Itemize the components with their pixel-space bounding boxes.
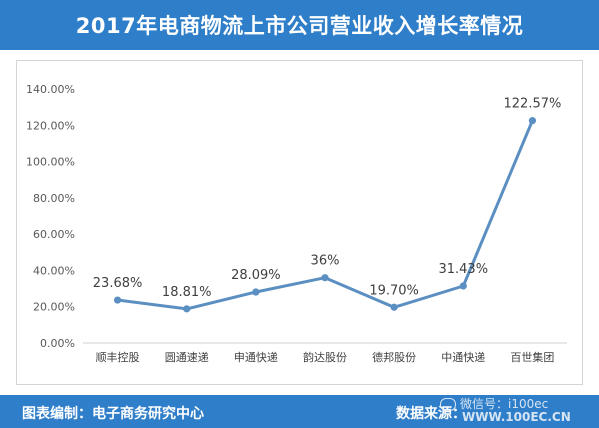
x-tick-label: 韵达股份 <box>303 350 347 364</box>
y-tick-label: 120.00% <box>26 119 75 132</box>
data-label: 23.68% <box>93 276 143 291</box>
data-label: 31.43% <box>438 262 488 277</box>
y-tick-label: 100.00% <box>26 156 75 169</box>
x-tick-label: 圆通速递 <box>165 350 209 364</box>
y-tick-label: 60.00% <box>33 228 75 241</box>
data-label: 19.70% <box>369 283 419 298</box>
data-point <box>321 274 329 282</box>
y-tick-label: 140.00% <box>26 83 75 96</box>
footer-watermark: 微信号：i100ec WWW.100EC.CN <box>440 398 571 424</box>
watermark-wechat-id: 微信号：i100ec <box>460 397 549 411</box>
data-point <box>252 288 260 296</box>
footer-compiler-text: 图表编制：电子商务研究中心 <box>22 406 204 422</box>
x-tick-label: 德邦股份 <box>372 350 416 364</box>
x-tick-label: 百世集团 <box>510 350 554 364</box>
chart-title: 2017年电商物流上市公司营业收入增长率情况 <box>75 14 524 38</box>
data-label: 18.81% <box>162 285 212 300</box>
x-tick-label: 申通快递 <box>234 350 278 364</box>
y-tick-label: 80.00% <box>33 192 75 205</box>
chart-title-bar: 2017年电商物流上市公司营业收入增长率情况 <box>0 0 599 50</box>
y-tick-label: 20.00% <box>33 301 75 314</box>
data-point <box>183 305 191 313</box>
data-label: 28.09% <box>231 268 281 283</box>
data-label: 122.57% <box>504 97 562 112</box>
footer-bar: 图表编制：电子商务研究中心 数据来源： 微信号：i100ec WWW.100EC… <box>0 395 599 428</box>
data-point <box>528 117 537 125</box>
data-point <box>390 303 398 311</box>
watermark-website: WWW.100EC.CN <box>462 410 571 424</box>
wechat-icon <box>440 398 456 411</box>
x-tick-label: 顺丰控股 <box>96 350 140 364</box>
line-chart: 0.00% 20.00% 40.00% 60.00% 80.00% 100.00% 120.… <box>26 83 567 364</box>
y-tick-label: 40.00% <box>33 264 75 277</box>
plot-area: 0.00% 20.00% 40.00% 60.00% 80.00% 100.00% 120.… <box>16 60 583 385</box>
y-tick-label: 0.00% <box>40 337 75 350</box>
data-point <box>459 282 467 290</box>
x-tick-label: 中通快递 <box>441 350 485 364</box>
data-point <box>113 296 122 304</box>
data-label: 36% <box>311 254 340 269</box>
